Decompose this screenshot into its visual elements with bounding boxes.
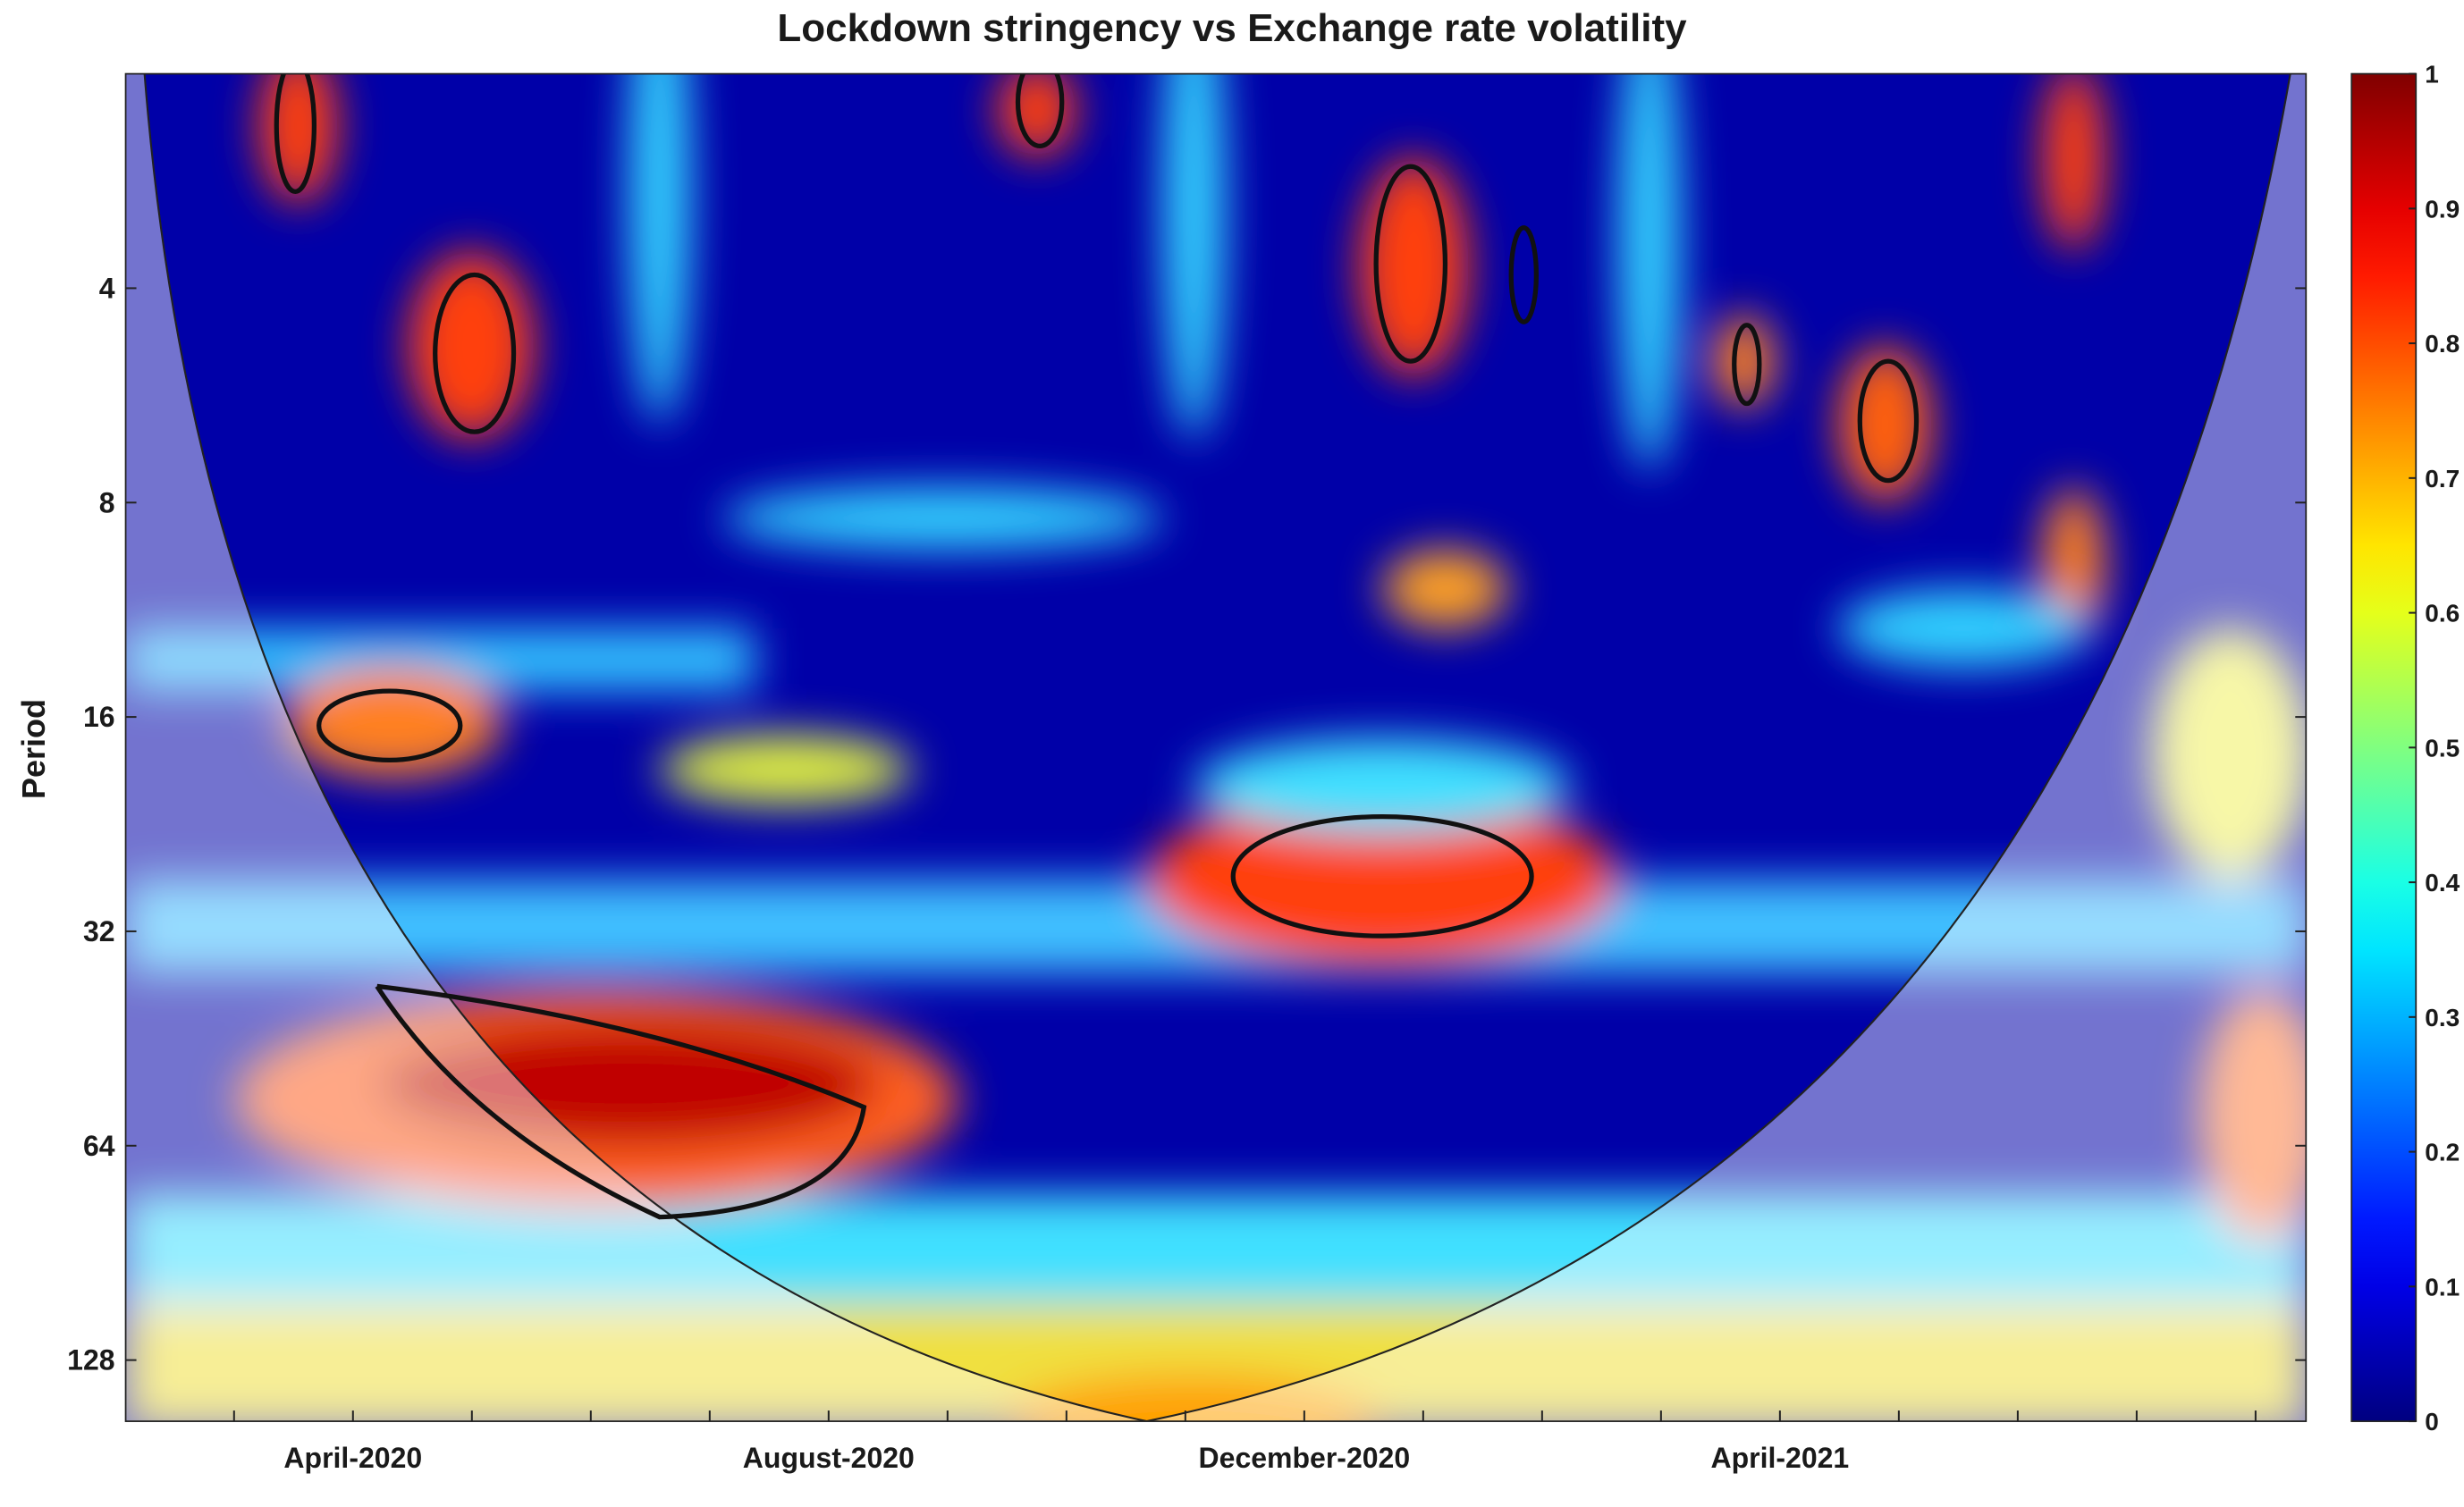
- y-tick-label: 16: [83, 701, 115, 733]
- x-tick-label: April-2021: [1710, 1442, 1849, 1474]
- colorbar-tick-label: 0: [2425, 1408, 2439, 1435]
- colorbar-tick-label: 0.8: [2425, 330, 2460, 358]
- significance-contours: [274, 73, 1920, 1220]
- colorbar-tick-label: 0.3: [2425, 1004, 2460, 1031]
- colorbar-tick-label: 0.1: [2425, 1273, 2460, 1301]
- colorbar: [2350, 72, 2418, 1422]
- colorbar-tick-label: 0.9: [2425, 195, 2460, 223]
- colorbar-tick-label: 0.7: [2425, 465, 2460, 493]
- colorbar-tick-label: 0.4: [2425, 869, 2460, 897]
- colorbar-tick-label: 0.5: [2425, 734, 2460, 762]
- colorbar-tick-label: 0.6: [2425, 600, 2460, 627]
- y-tick-label: 64: [83, 1130, 115, 1162]
- x-tick-label: August-2020: [743, 1442, 915, 1474]
- x-tick-label: April-2020: [283, 1442, 422, 1474]
- heatmap-field: [125, 73, 2307, 1422]
- y-axis-label: Period: [15, 699, 52, 799]
- chart-title: Lockdown stringency vs Exchange rate vol…: [777, 6, 1687, 50]
- y-tick-label: 128: [67, 1344, 114, 1377]
- y-tick-label: 32: [83, 915, 115, 947]
- heatmap: [124, 72, 2418, 1422]
- y-tick-label: 4: [99, 272, 115, 304]
- colorbar-tick-label: 0.2: [2425, 1139, 2460, 1166]
- x-tick-label: December-2020: [1199, 1442, 1411, 1474]
- colorbar-tick-label: 1: [2425, 61, 2439, 88]
- y-tick-label: 8: [99, 486, 115, 518]
- cone-of-influence-shade: [125, 73, 2307, 1422]
- plot-frame: [124, 72, 2308, 1422]
